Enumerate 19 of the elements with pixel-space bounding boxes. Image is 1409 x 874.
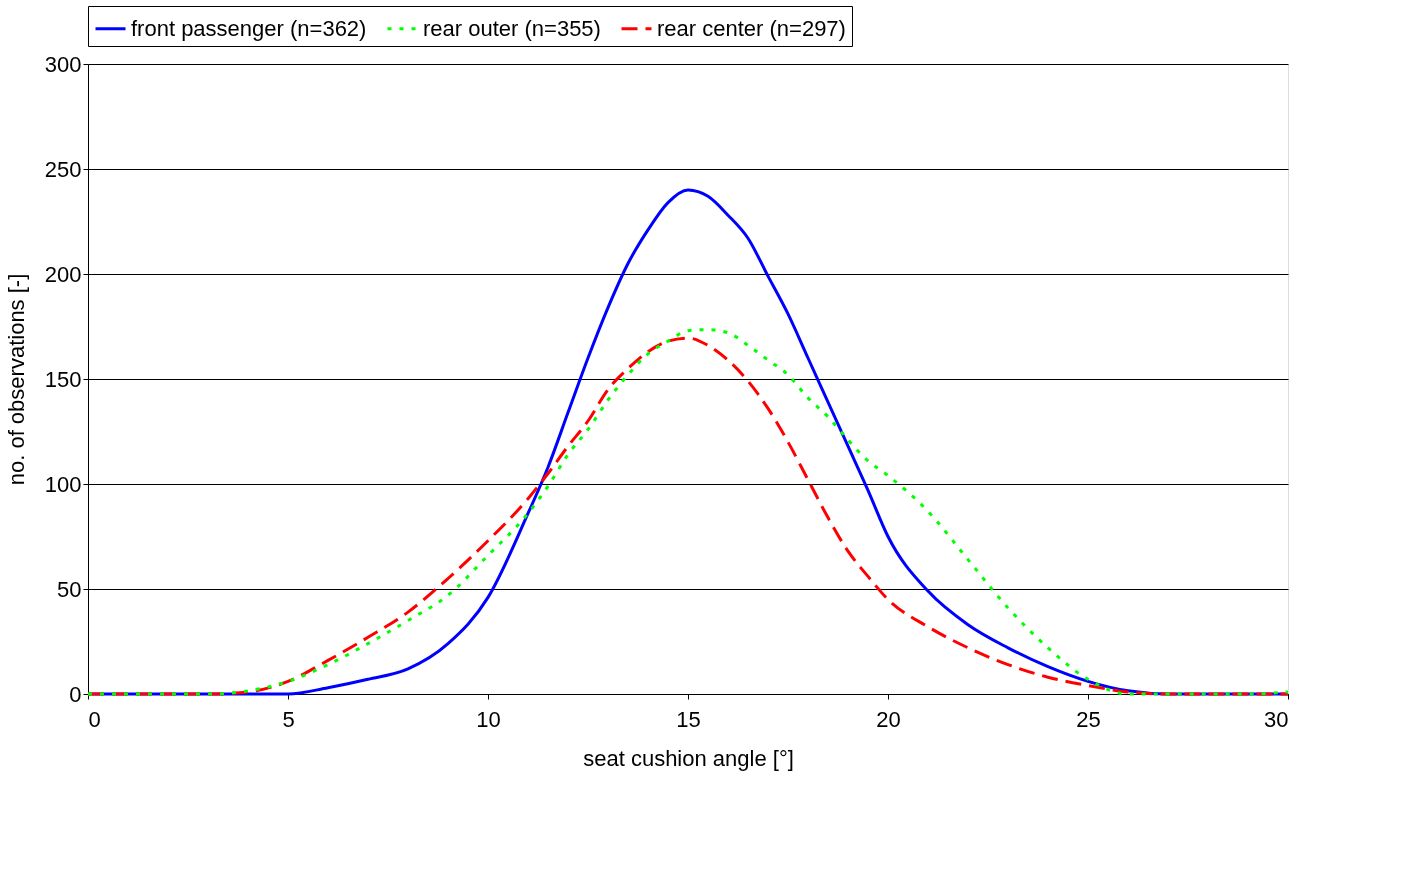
y-tick-label: 50 [57,576,82,602]
x-tick-label: 0 [88,706,101,732]
y-tick-label: 300 [44,51,82,77]
y-tick-label: 250 [44,156,82,182]
x-tick-label: 5 [282,706,295,732]
x-tick-label: 15 [676,706,701,732]
x-axis-title: seat cushion angle [°] [583,745,794,771]
y-tick-label: 100 [44,471,82,497]
y-tick-label: 200 [44,261,82,287]
x-tick-label: 25 [1076,706,1101,732]
x-tick-label: 20 [876,706,901,732]
legend-label: front passenger (n=362) [131,15,367,41]
legend-label: rear center (n=297) [657,15,846,41]
legend-label: rear outer (n=355) [423,15,601,41]
y-tick-label: 150 [44,366,82,392]
y-axis-title: no. of observations [-] [3,273,29,486]
x-tick-label: 30 [1264,706,1289,732]
y-tick-label: 0 [69,681,82,707]
x-tick-label: 10 [476,706,501,732]
